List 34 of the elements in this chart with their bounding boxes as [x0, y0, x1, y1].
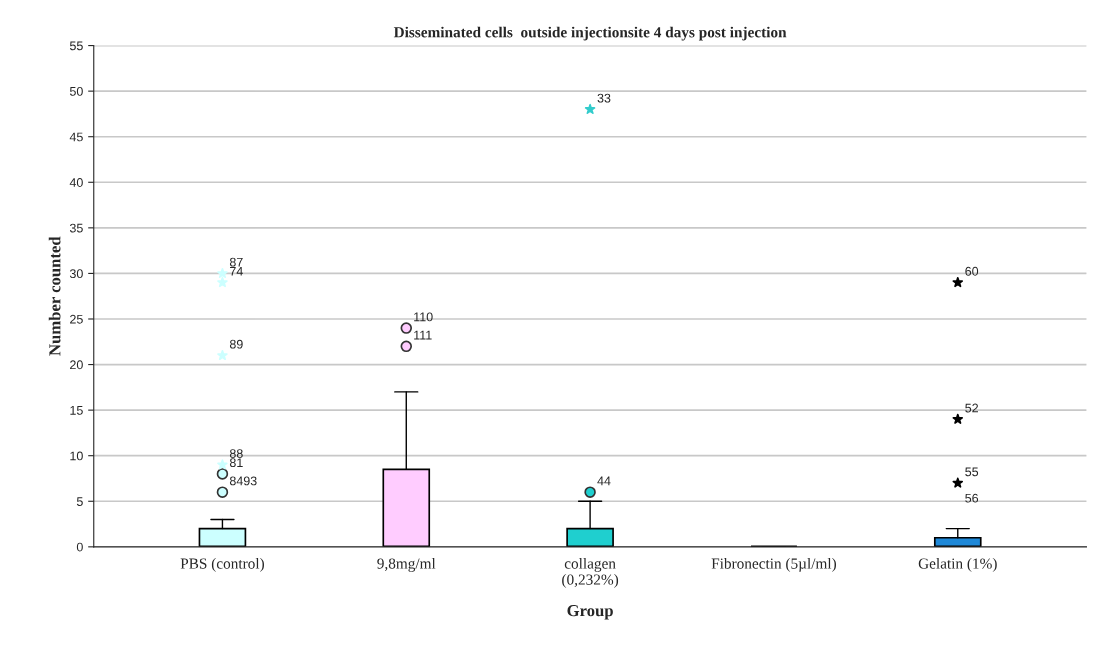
- y-tick-label: 50: [69, 86, 83, 96]
- y-tick-label: 10: [70, 451, 83, 461]
- annotation: 74: [230, 266, 243, 276]
- annotation: 89: [229, 339, 243, 349]
- annotation: 60: [965, 266, 979, 276]
- y-tick-label: 30: [69, 269, 83, 279]
- x-tick-label: Fibronectin (5µl/ml): [711, 557, 837, 572]
- annotation: 8493: [229, 476, 257, 486]
- y-axis-title: Number counted: [48, 236, 61, 356]
- annotation: 33: [597, 93, 611, 103]
- y-tick-label: 55: [69, 41, 83, 51]
- y-tick-label: 25: [70, 314, 83, 324]
- annotation: 44: [597, 476, 611, 486]
- annotation: 88: [229, 449, 243, 458]
- chart-title: Disseminated cells outside injectionsite 4 days post injection: [393, 26, 787, 41]
- y-tick-label: 20: [70, 360, 83, 370]
- x-tick-label: PBS (control): [180, 557, 264, 572]
- y-tick-label: 0: [76, 542, 83, 552]
- y-tick-label: 40: [69, 178, 83, 187]
- annotation: 55: [965, 467, 979, 477]
- x-tick-label: Gelatin (1%): [918, 557, 997, 572]
- annotation: 56: [965, 493, 979, 503]
- annotation: 87: [229, 257, 243, 267]
- annotation: 81: [229, 458, 243, 468]
- y-tick-label: 45: [69, 132, 83, 142]
- y-tick-label: 15: [70, 406, 83, 415]
- y-tick-label: 35: [69, 223, 83, 233]
- y-tick-label: 5: [76, 497, 83, 506]
- annotation: 111: [414, 330, 432, 340]
- x-axis-title: Group: [567, 605, 613, 620]
- annotation: 52: [965, 403, 978, 413]
- x-tick-label: collagen (0,232%): [562, 557, 619, 588]
- annotation: 110: [414, 312, 433, 322]
- x-tick-label: 9,8mg/ml: [377, 557, 436, 572]
